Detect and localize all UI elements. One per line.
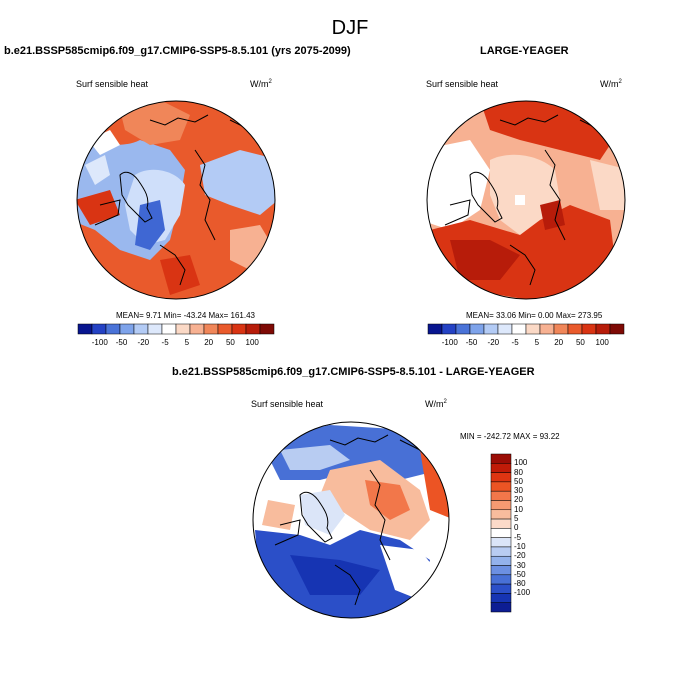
panel3-colorbar-swatch	[490, 555, 512, 566]
panel2-colorbar-label: -20	[487, 338, 500, 347]
panel2-colorbar-swatch	[469, 323, 485, 335]
panel2-colorbar-swatch	[595, 323, 611, 335]
panel3-colorbar-label: 5	[514, 514, 519, 524]
panel3-colorbar-swatch	[490, 593, 512, 603]
panel1-stats: MEAN= 9.71 Min= -43.24 Max= 161.43	[116, 311, 255, 320]
panel2-colorbar-swatch	[609, 323, 625, 335]
panel2-stats: MEAN= 33.06 Min= 0.00 Max= 273.95	[466, 311, 603, 320]
panel2-colorbar-label: 5	[534, 338, 540, 347]
panel2-colorbar-label: 50	[575, 338, 585, 347]
panel3-colorbar-swatch	[490, 481, 512, 492]
panel3-colorbar-swatch	[490, 583, 512, 594]
panel1-colorbar-swatch	[119, 323, 135, 335]
panel3-colorbar-swatch	[490, 463, 512, 473]
panel2-colorbar-swatch	[455, 323, 471, 335]
panel2-units: W/m2	[600, 79, 622, 89]
panel3-colorbar-swatch	[490, 509, 512, 520]
panel1-colorbar-label: 50	[225, 338, 235, 347]
panel3-colorbar-label: -5	[514, 532, 522, 542]
panel2-field	[427, 101, 625, 299]
panel2-colorbar-swatch	[427, 323, 443, 335]
panel2-colorbar-swatch	[525, 323, 541, 335]
panel1-units: W/m2	[250, 79, 272, 89]
panel3-field	[253, 422, 449, 618]
panel1-colorbar-swatch	[133, 323, 149, 335]
figure-title: DJF	[331, 17, 369, 39]
panel1-colorbar-label: 5	[184, 338, 190, 347]
panel3-colorbar-label: 80	[514, 467, 523, 477]
panel1-colorbar	[77, 323, 275, 335]
panel2-variable: Surf sensible heat	[426, 79, 499, 89]
panel3-colorbar-label: 30	[514, 486, 523, 496]
panel1-colorbar-label: 20	[204, 338, 214, 347]
panel3-colorbar-label: -100	[514, 588, 531, 598]
panel1-variable: Surf sensible heat	[76, 79, 149, 89]
panel1-colorbar-swatch	[231, 323, 247, 335]
panel1-colorbar-swatch	[105, 323, 121, 335]
panel2-colorbar-swatch	[511, 323, 527, 335]
panel1-colorbar-swatch	[245, 323, 261, 335]
panel3-colorbar	[490, 453, 512, 613]
panel3-colorbar-label: -30	[514, 560, 526, 570]
panel2-colorbar-swatch	[497, 323, 513, 335]
panel1-colorbar-label: 100	[245, 338, 259, 347]
panel3-colorbar-label: 0	[514, 523, 519, 533]
panel3-colorbar-swatch	[490, 565, 512, 576]
panel1-title: b.e21.BSSP585cmip6.f09_g17.CMIP6-SSP5-8.…	[4, 45, 351, 57]
panel1-colorbar-label: -100	[91, 338, 108, 347]
panel3-colorbar-label: -50	[514, 569, 526, 579]
panel2-colorbar-label: 100	[595, 338, 609, 347]
panel1-colorbar-swatch	[203, 323, 219, 335]
panel2-colorbar-swatch	[567, 323, 583, 335]
panel3-colorbar-swatch	[490, 537, 512, 548]
panel3-variable: Surf sensible heat	[251, 399, 324, 409]
panel3-colorbar-label: 50	[514, 476, 523, 486]
panel3-colorbar-label: -10	[514, 541, 526, 551]
panel1-colorbar-swatch	[217, 323, 233, 335]
panel2-colorbar-label: -100	[441, 338, 458, 347]
panel3-colorbar-label: -80	[514, 579, 526, 589]
panel3-units: W/m2	[425, 399, 447, 409]
panel2-colorbar-label: -5	[511, 338, 519, 347]
panel3-colorbar-swatch	[490, 546, 512, 557]
panel3-colorbar-swatch	[490, 472, 512, 483]
panel2-colorbar-swatch	[553, 323, 569, 335]
panel1-colorbar-swatch	[147, 323, 163, 335]
panel2-colorbar-label: 20	[554, 338, 564, 347]
panel3-colorbar-swatch	[490, 602, 512, 613]
panel2-colorbar-swatch	[539, 323, 555, 335]
panel3-title: b.e21.BSSP585cmip6.f09_g17.CMIP6-SSP5-8.…	[172, 366, 535, 378]
panel3-colorbar-label: 20	[514, 495, 523, 505]
panel3-colorbar-swatch	[490, 490, 512, 501]
panel3-colorbar-label: 10	[514, 504, 523, 514]
panel1-colorbar-swatch	[175, 323, 191, 335]
panel2-colorbar-swatch	[441, 323, 457, 335]
panel3-colorbar-swatch	[490, 528, 512, 538]
panel1-colorbar-label: -5	[161, 338, 169, 347]
panel1-colorbar-label: -20	[137, 338, 150, 347]
panel2-colorbar-swatch	[483, 323, 499, 335]
panel3-colorbar-swatch	[490, 518, 512, 529]
panel3-colorbar-label: -20	[514, 551, 526, 561]
panel2-colorbar	[427, 323, 625, 335]
panel1-colorbar-swatch	[161, 323, 177, 335]
panel3-colorbar-swatch	[490, 453, 512, 464]
panel3-colorbar-labels: 100 80 50 30 20 10 5 0 -5 -10 -20 -30 -50 -80 -100	[514, 454, 544, 612]
panel1-colorbar-swatch	[77, 323, 93, 335]
panel2-title: LARGE-YEAGER	[480, 45, 569, 57]
panel1-colorbar-label: -50	[115, 338, 128, 347]
panel3-stats: MIN = -242.72 MAX = 93.22	[460, 432, 560, 441]
panel3-colorbar-label: 100	[514, 458, 528, 468]
panel3-colorbar-swatch	[490, 574, 512, 585]
panel1-colorbar-swatch	[91, 323, 107, 335]
panel1-field	[77, 101, 275, 299]
panel1-colorbar-labels: -100 -50 -20 -5 5 20 50 100	[78, 338, 274, 348]
panel1-colorbar-swatch	[189, 323, 205, 335]
panel2-colorbar-swatch	[581, 323, 597, 335]
panel1-colorbar-swatch	[259, 323, 275, 335]
panel3-colorbar-swatch	[490, 500, 512, 511]
panel2-colorbar-label: -50	[465, 338, 478, 347]
panel2-colorbar-labels: -100 -50 -20 -5 5 20 50 100	[428, 338, 624, 348]
